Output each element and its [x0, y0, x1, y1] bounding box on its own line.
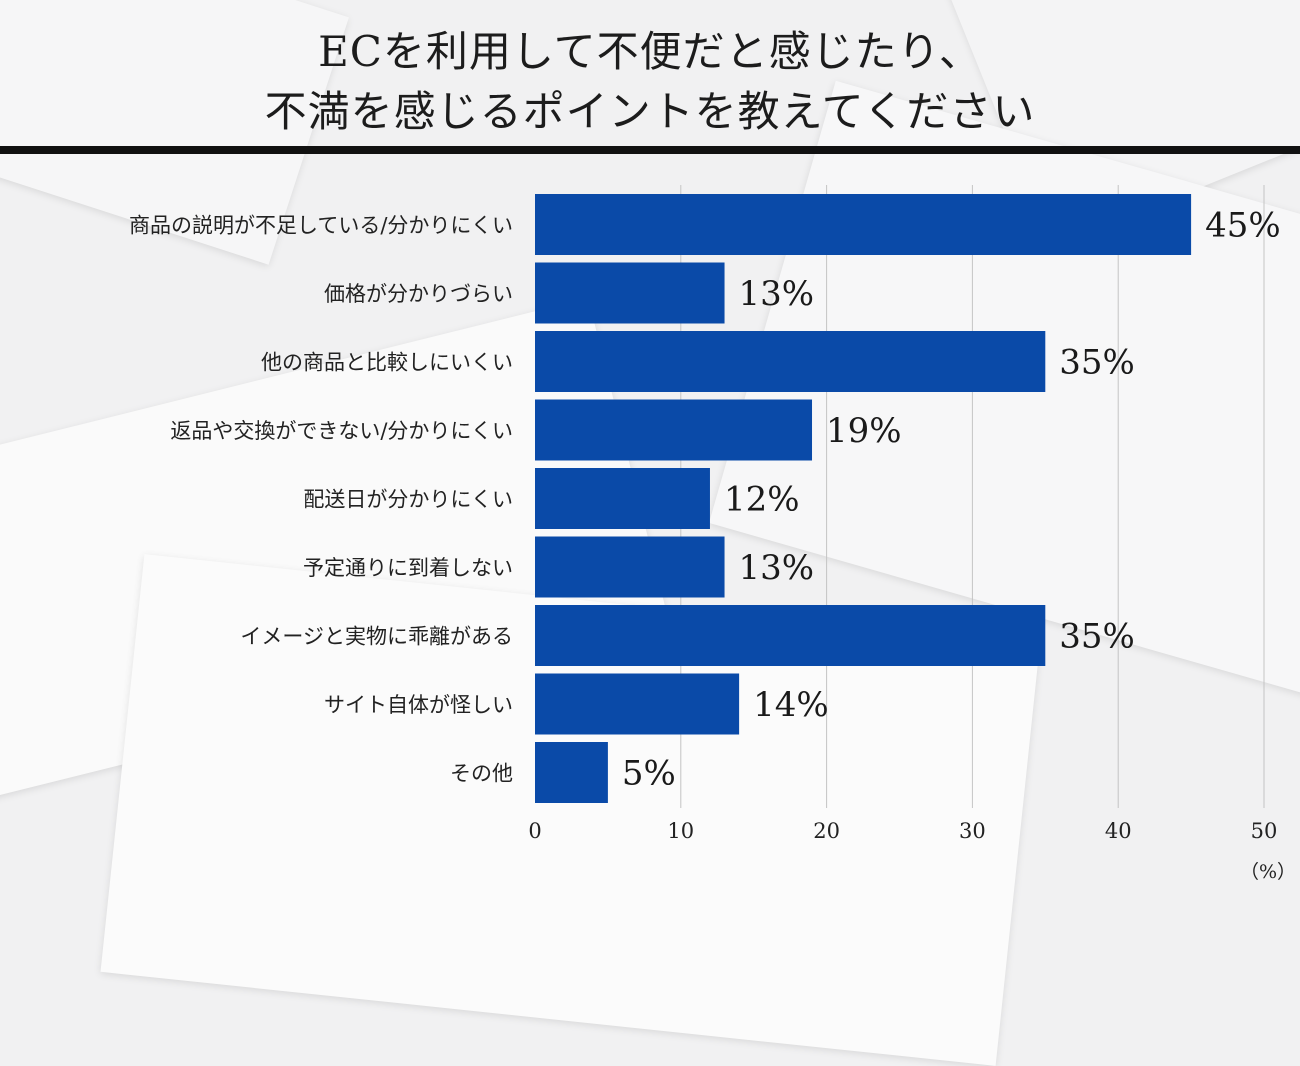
chart-title-line-2: 不満を感じるポイントを教えてください	[264, 87, 1036, 136]
x-tick-label: 0	[528, 819, 541, 843]
bars	[535, 194, 1192, 803]
bar	[535, 331, 1046, 392]
title-divider	[0, 146, 1300, 154]
bar-chart: 商品の説明が不足している/分かりにくい価格が分かりづらい他の商品と比較しにいくい…	[129, 185, 1296, 883]
value-label: 5%	[622, 754, 676, 794]
bar	[535, 673, 740, 735]
bar	[535, 742, 608, 803]
category-label: 価格が分かりづらい	[324, 282, 513, 306]
category-label: 返品や交換ができない/分かりにくい	[170, 419, 513, 443]
value-label: 19%	[826, 411, 902, 451]
category-label: 予定通りに到着しない	[303, 556, 513, 580]
bar	[535, 399, 813, 461]
chart-title: ECを利用して不便だと感じたり、 不満を感じるポイントを教えてください	[0, 0, 1300, 146]
value-label: 12%	[724, 480, 800, 520]
bar	[535, 262, 725, 324]
x-axis-ticks: 0 10 20 30 40 50	[528, 819, 1277, 843]
category-label: 配送日が分かりにくい	[303, 488, 513, 512]
x-tick-label: 20	[813, 819, 840, 843]
x-axis-unit: （%）	[1240, 861, 1296, 883]
x-tick-label: 10	[667, 819, 694, 843]
category-labels: 商品の説明が不足している/分かりにくい価格が分かりづらい他の商品と比較しにいくい…	[129, 214, 513, 786]
x-tick-label: 40	[1105, 819, 1132, 843]
x-tick-label: 50	[1251, 819, 1278, 843]
bar	[535, 468, 710, 529]
x-tick-label: 30	[959, 819, 986, 843]
value-label: 13%	[739, 274, 815, 314]
value-label: 35%	[1059, 617, 1135, 657]
category-label: 商品の説明が不足している/分かりにくい	[129, 214, 513, 238]
value-labels: 45% 13% 35% 19% 12% 13% 35% 14% 5%	[622, 206, 1281, 794]
category-label: サイト自体が怪しい	[324, 693, 513, 717]
bar	[535, 194, 1192, 255]
chart-title-line-1: ECを利用して不便だと感じたり、	[318, 27, 982, 76]
bar	[535, 536, 725, 598]
value-label: 45%	[1205, 206, 1281, 246]
bar	[535, 605, 1046, 666]
category-label: 他の商品と比較しにいくい	[261, 351, 513, 375]
category-label: イメージと実物に乖離がある	[240, 625, 513, 649]
category-label: その他	[450, 762, 513, 786]
value-label: 14%	[753, 685, 829, 725]
value-label: 13%	[739, 548, 815, 588]
value-label: 35%	[1059, 343, 1135, 383]
